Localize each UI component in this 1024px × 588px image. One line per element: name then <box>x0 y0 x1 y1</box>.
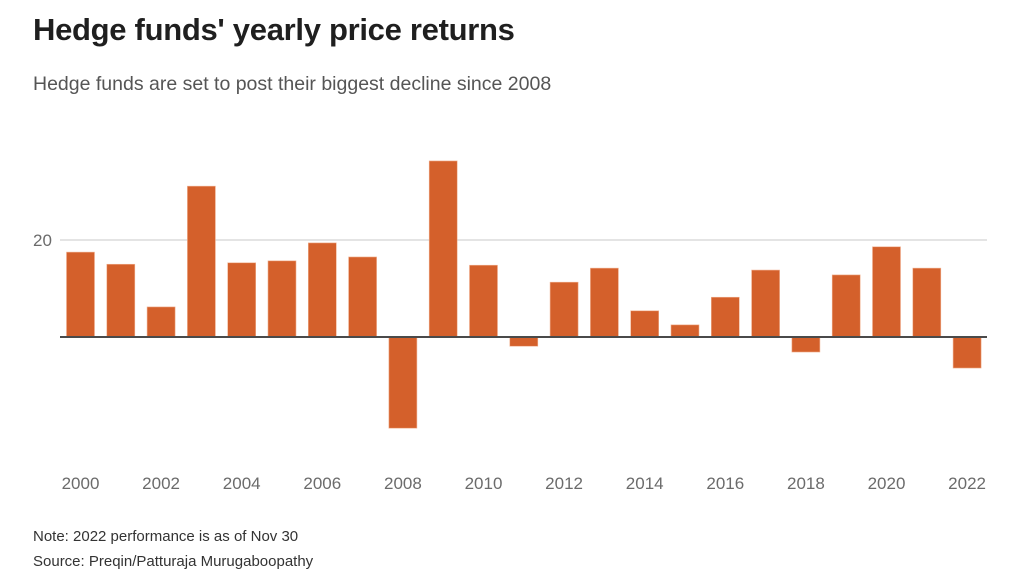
bar-2000 <box>66 251 95 338</box>
x-tick-label-2020: 2020 <box>868 474 906 493</box>
bar-2003 <box>187 185 216 338</box>
x-tick-label-2004: 2004 <box>223 474 261 493</box>
bar-2002 <box>146 306 176 338</box>
bar-2005 <box>267 260 297 338</box>
x-tick-label-2022: 2022 <box>948 474 986 493</box>
bar-chart: 20 2000 2002 2004 2006 2008 2010 2012 2014 2016 2… <box>33 160 987 493</box>
bar-2013 <box>590 267 619 338</box>
bar-2008 <box>388 336 418 429</box>
y-tick-label: 20 <box>33 231 52 250</box>
x-tick-label-2008: 2008 <box>384 474 422 493</box>
bar-2019 <box>831 274 861 338</box>
bar-2009 <box>428 160 458 338</box>
bar-2011 <box>509 336 539 347</box>
x-tick-label-2018: 2018 <box>787 474 825 493</box>
chart-title: Hedge funds' yearly price returns <box>33 12 515 47</box>
bar-2004 <box>227 262 256 338</box>
bar-2012 <box>549 281 579 338</box>
x-tick-label-2000: 2000 <box>62 474 100 493</box>
x-tick-label-2012: 2012 <box>545 474 583 493</box>
bar-2015 <box>670 324 700 338</box>
bar-2007 <box>348 256 377 338</box>
source-credit: Source: Preqin/Patturaja Murugaboopathy <box>33 553 314 570</box>
bar-2018 <box>791 336 821 353</box>
x-tick-label-2006: 2006 <box>303 474 341 493</box>
bar-2010 <box>469 264 498 338</box>
bar-2006 <box>307 242 337 338</box>
bar-2001 <box>106 263 136 338</box>
bar-2014 <box>630 310 660 338</box>
x-tick-label-2016: 2016 <box>706 474 744 493</box>
x-tick-label-2002: 2002 <box>142 474 180 493</box>
grid-layer: 20 <box>33 231 987 250</box>
bar-2020 <box>872 246 901 338</box>
chart-subtitle: Hedge funds are set to post their bigges… <box>33 73 552 95</box>
bar-2017 <box>751 269 780 338</box>
bar-2016 <box>710 296 740 338</box>
x-tick-labels: 2000 2002 2004 2006 2008 2010 2012 2014 2016 2018… <box>62 474 986 493</box>
footnote: Note: 2022 performance is as of Nov 30 <box>33 528 299 545</box>
x-tick-label-2014: 2014 <box>626 474 664 493</box>
x-tick-label-2010: 2010 <box>465 474 503 493</box>
bar-2022 <box>952 336 982 369</box>
bar-2021 <box>912 267 942 338</box>
bar-layer <box>66 160 982 429</box>
